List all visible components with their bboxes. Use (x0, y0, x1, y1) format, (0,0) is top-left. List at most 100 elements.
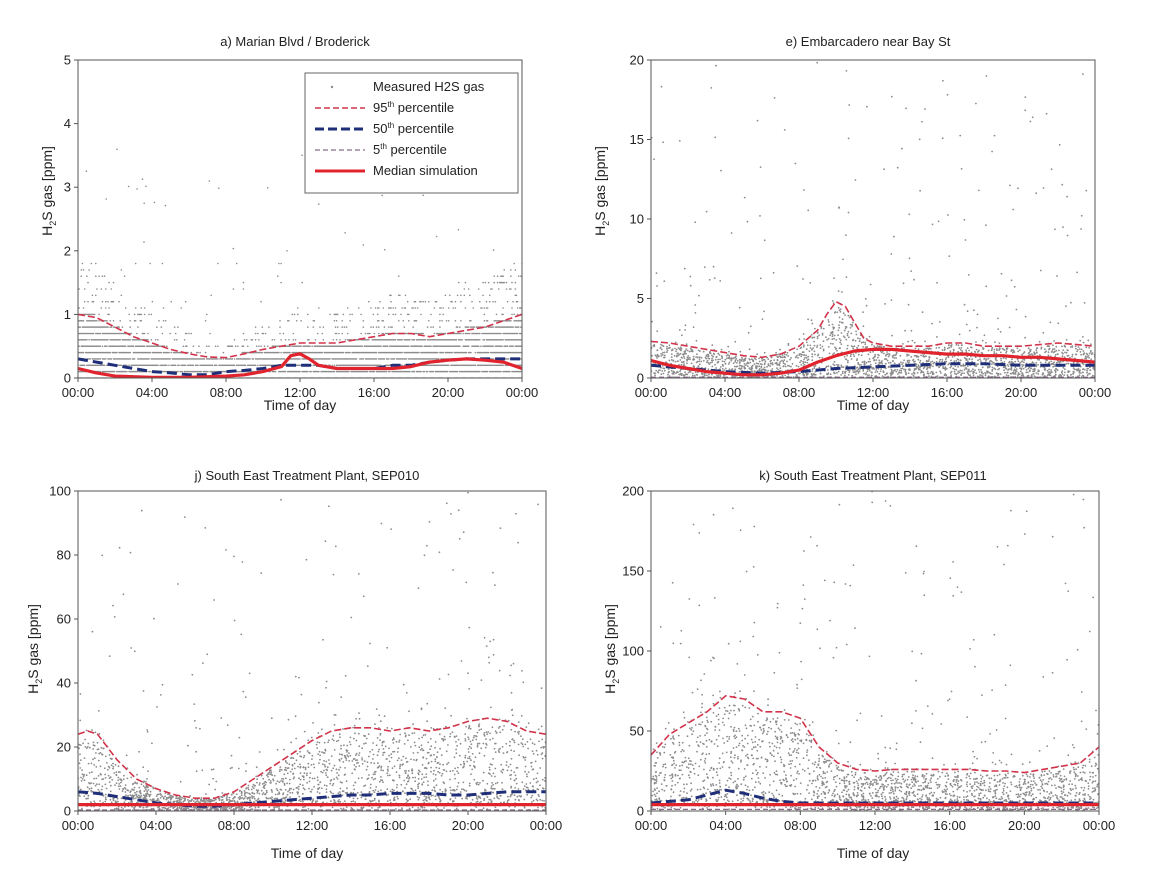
measured-point (491, 345, 493, 348)
measured-point (416, 345, 419, 348)
measured-point (330, 370, 332, 373)
measured-point (207, 370, 209, 373)
measured-point (228, 364, 230, 367)
measured-point (110, 326, 113, 328)
measured-point (678, 329, 681, 331)
measured-point (274, 351, 277, 354)
measured-point (329, 370, 331, 373)
measured-point (363, 351, 366, 354)
measured-point (124, 307, 127, 309)
measured-point (416, 351, 419, 354)
measured-point (496, 364, 499, 367)
measured-point (494, 332, 497, 335)
measured-point (966, 355, 969, 358)
measured-point (712, 355, 714, 358)
measured-point (485, 300, 488, 303)
measured-point (168, 358, 170, 360)
measured-point (170, 351, 172, 354)
measured-point (663, 351, 666, 354)
measured-point (248, 364, 250, 367)
measured-point (390, 307, 392, 309)
measured-point (1057, 322, 1060, 325)
measured-point (1072, 375, 1074, 378)
measured-point (384, 332, 387, 335)
measured-point (315, 351, 318, 354)
measured-point (322, 345, 325, 348)
measured-point (109, 332, 111, 335)
measured-point (446, 364, 449, 367)
measured-point (836, 349, 838, 352)
measured-point (381, 358, 383, 360)
measured-point (964, 239, 967, 241)
measured-point (430, 364, 432, 367)
measured-point (853, 345, 856, 348)
measured-point (271, 370, 274, 373)
measured-point (938, 366, 941, 368)
measured-point (89, 313, 91, 316)
measured-point (470, 320, 472, 322)
measured-point (333, 351, 336, 354)
measured-point (1008, 326, 1011, 329)
measured-point (408, 339, 410, 341)
measured-point (811, 322, 814, 325)
measured-point (814, 364, 817, 367)
measured-point (499, 281, 501, 284)
measured-point (429, 358, 431, 360)
measured-point (117, 364, 119, 367)
measured-point (812, 373, 815, 376)
measured-point (288, 351, 290, 354)
measured-point (385, 364, 388, 367)
measured-point (144, 358, 147, 360)
measured-point (714, 358, 717, 361)
measured-point (222, 364, 225, 367)
measured-point (510, 269, 512, 271)
measured-point (837, 306, 840, 309)
measured-point (408, 370, 410, 373)
measured-point (341, 320, 344, 322)
measured-point (991, 373, 993, 375)
measured-point (505, 281, 508, 284)
measured-point (260, 358, 262, 360)
measured-point (327, 351, 329, 354)
measured-point (516, 339, 519, 341)
measured-point (679, 346, 682, 349)
measured-point (190, 332, 192, 335)
measured-point (153, 358, 156, 360)
measured-point (1030, 367, 1033, 370)
measured-point (820, 325, 823, 328)
measured-point (374, 345, 377, 348)
measured-point (969, 374, 971, 377)
measured-point (811, 368, 814, 370)
measured-point (282, 370, 285, 373)
measured-point (693, 366, 695, 368)
measured-point (162, 358, 165, 360)
measured-point (517, 345, 520, 348)
measured-point (247, 351, 249, 354)
measured-point (505, 339, 508, 341)
measured-point (266, 187, 269, 189)
measured-point (1086, 353, 1089, 356)
measured-point (331, 351, 334, 354)
measured-point (136, 351, 138, 354)
measured-point (1019, 370, 1022, 373)
measured-point (343, 345, 346, 348)
measured-point (461, 364, 463, 367)
measured-point (103, 320, 106, 322)
measured-point (416, 370, 419, 373)
measured-point (492, 351, 494, 354)
measured-point (378, 351, 380, 354)
measured-point (667, 347, 670, 349)
measured-point (913, 278, 915, 281)
measured-point (339, 351, 341, 354)
measured-point (501, 351, 503, 354)
measured-point (1005, 350, 1008, 353)
measured-point (339, 345, 341, 348)
measured-point (264, 351, 267, 354)
measured-point (335, 320, 338, 322)
measured-point (89, 326, 91, 328)
measured-point (1020, 360, 1023, 363)
measured-point (938, 321, 941, 323)
measured-point (712, 265, 715, 268)
measured-point (485, 370, 488, 373)
